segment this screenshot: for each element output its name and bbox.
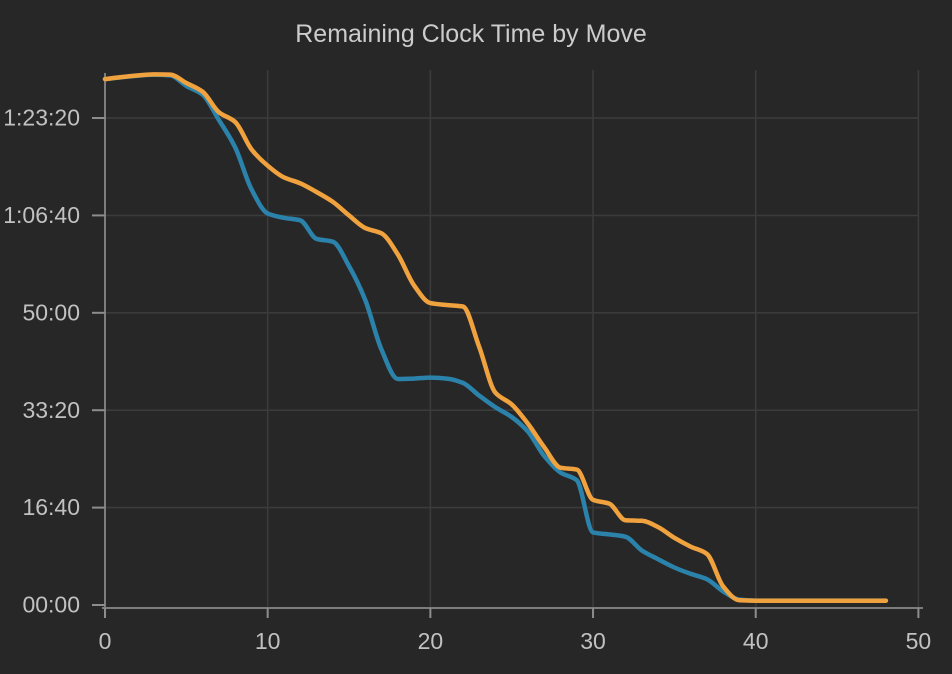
x-tick-label: 0	[99, 628, 112, 654]
y-tick-label: 16:40	[22, 494, 80, 520]
x-tick-label: 20	[418, 628, 444, 654]
x-tick-label: 50	[906, 628, 932, 654]
gridlines	[105, 70, 920, 607]
series-lines	[102, 72, 889, 603]
blue-player-line	[102, 72, 889, 603]
y-tick-label: 00:00	[22, 592, 80, 618]
chart-title: Remaining Clock Time by Move	[295, 20, 647, 48]
orange-player-line	[102, 72, 889, 603]
y-tick-label: 1:06:40	[3, 202, 80, 228]
x-tick-label: 40	[743, 628, 769, 654]
x-tick-label: 30	[580, 628, 606, 654]
x-tick-label: 10	[255, 628, 281, 654]
axes	[92, 73, 923, 618]
y-tick-label: 50:00	[22, 299, 80, 325]
y-tick-label: 1:23:20	[3, 105, 80, 131]
y-tick-label: 33:20	[22, 397, 80, 423]
tick-labels: 00:00 16:40 33:20 50:00 1:06:40 1:23:20 0 10 20 3…	[3, 105, 931, 654]
